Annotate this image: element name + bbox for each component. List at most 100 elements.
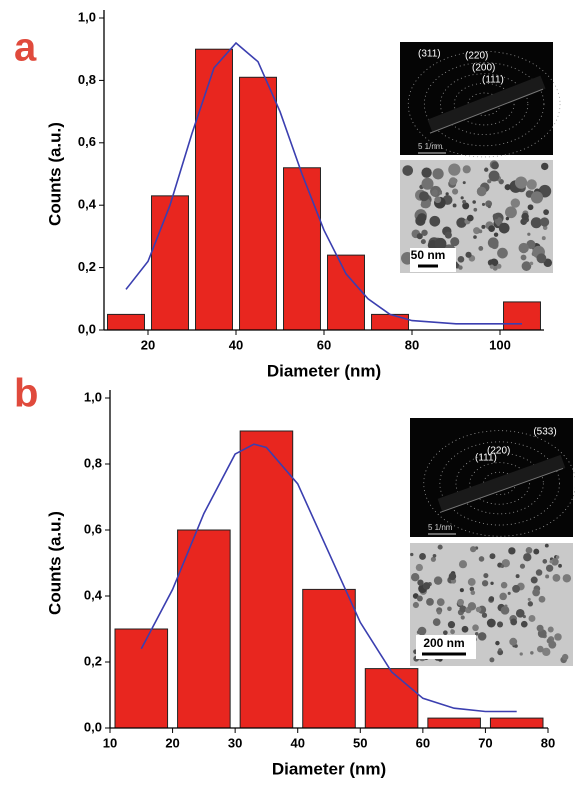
- particle: [521, 212, 529, 221]
- particle: [458, 560, 468, 569]
- particle: [533, 548, 540, 555]
- particle: [402, 165, 414, 176]
- particle: [450, 237, 460, 247]
- particle: [429, 215, 441, 227]
- particle: [515, 574, 520, 579]
- diffraction-ring: [453, 82, 515, 126]
- diffraction-scale: 5 1/nm: [428, 523, 453, 532]
- particle: [530, 217, 542, 229]
- particle: [481, 202, 486, 206]
- diffraction-image: [410, 418, 573, 537]
- particle: [421, 229, 428, 236]
- particle: [487, 179, 492, 184]
- particle: [487, 205, 491, 209]
- diffraction-label: (220): [465, 51, 488, 62]
- particle: [545, 564, 554, 572]
- x-tick-label: 60: [317, 337, 331, 352]
- particle: [500, 605, 510, 615]
- bar: [151, 195, 189, 331]
- particle: [432, 618, 441, 626]
- particle: [433, 576, 443, 585]
- image-scale: 50 nm: [411, 248, 446, 262]
- particle: [488, 225, 495, 232]
- x-tick-label: 20: [141, 337, 155, 352]
- particle: [507, 591, 511, 595]
- particle: [543, 209, 549, 216]
- particle: [489, 657, 495, 663]
- particle: [462, 202, 470, 210]
- particle: [476, 186, 487, 197]
- particle: [410, 552, 414, 557]
- bar: [195, 48, 233, 331]
- particle: [420, 239, 426, 245]
- particle: [488, 596, 495, 602]
- image-scale: 200 nm: [423, 636, 464, 650]
- particle: [452, 203, 457, 208]
- particle: [542, 559, 548, 564]
- bar: [302, 588, 356, 729]
- particle: [473, 235, 477, 239]
- panel-label: a: [14, 26, 37, 70]
- particle: [416, 595, 423, 602]
- particle: [558, 563, 562, 568]
- particle: [518, 242, 529, 254]
- diffraction-label: (200): [472, 63, 495, 74]
- particle: [535, 569, 543, 576]
- particle: [542, 647, 551, 657]
- particle: [499, 592, 507, 601]
- particle: [539, 217, 550, 227]
- y-tick-label: 0,2: [78, 259, 96, 274]
- particle: [538, 595, 546, 603]
- particle: [510, 198, 521, 208]
- particle: [529, 261, 534, 266]
- particle: [489, 264, 495, 269]
- particle: [523, 553, 532, 562]
- x-tick-label: 30: [228, 735, 242, 750]
- particle: [496, 263, 502, 269]
- particle: [525, 546, 533, 554]
- particle: [462, 165, 471, 174]
- particle: [417, 213, 427, 223]
- bar: [327, 254, 365, 331]
- particle: [483, 573, 489, 579]
- particle: [447, 621, 456, 629]
- particle: [444, 231, 452, 239]
- particle: [530, 576, 538, 584]
- diffraction-label: (111): [482, 75, 504, 86]
- particle: [436, 609, 442, 615]
- particle: [481, 612, 488, 618]
- particle: [478, 229, 483, 234]
- x-tick-label: 40: [229, 337, 243, 352]
- particle: [443, 630, 448, 636]
- particle: [448, 572, 457, 581]
- particle: [422, 582, 431, 590]
- x-tick-label: 100: [489, 337, 511, 352]
- particle: [542, 225, 548, 230]
- particle: [551, 557, 559, 566]
- particle: [477, 632, 487, 641]
- particle: [460, 196, 464, 200]
- particle: [436, 598, 445, 607]
- particle: [545, 574, 550, 579]
- x-tick-label: 60: [416, 735, 430, 750]
- particle: [467, 578, 476, 586]
- particle: [434, 196, 442, 204]
- particle: [448, 163, 461, 176]
- particle: [490, 581, 494, 585]
- particle: [452, 188, 459, 195]
- particle: [504, 184, 511, 191]
- diffraction-label: (533): [533, 427, 556, 438]
- particle: [475, 606, 482, 613]
- x-tick-label: 80: [405, 337, 419, 352]
- diffraction-ring: [455, 452, 544, 515]
- y-tick-label: 0,8: [78, 72, 96, 87]
- particle: [492, 213, 499, 220]
- particle: [467, 602, 477, 611]
- diffraction-scale: 5 1/nm: [418, 142, 443, 151]
- y-tick-label: 0,0: [84, 719, 102, 734]
- bar: [107, 313, 145, 331]
- bar: [371, 313, 409, 331]
- particle: [457, 598, 465, 606]
- particle: [552, 574, 561, 582]
